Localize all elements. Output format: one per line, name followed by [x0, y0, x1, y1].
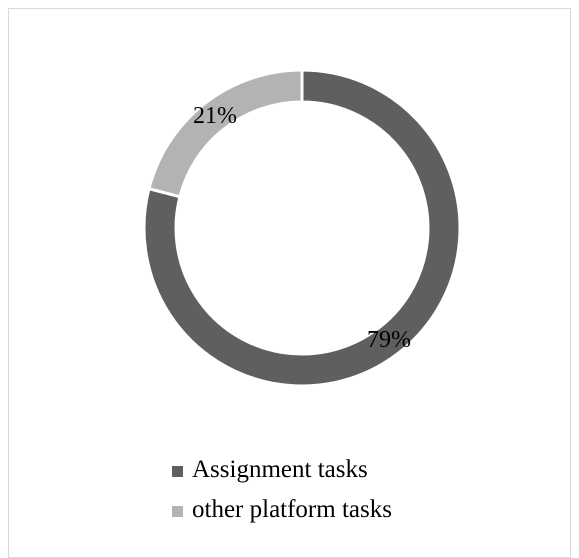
- legend-swatch-assignment-tasks: [172, 465, 183, 477]
- donut-slice-assignment-tasks: [142, 68, 462, 388]
- donut-data-labels: 79% 21%: [193, 103, 411, 353]
- donut-slice-other-platform-tasks: [147, 68, 304, 199]
- donut-slices: [142, 68, 462, 388]
- legend-label-other-platform-tasks: other platform tasks: [192, 496, 392, 523]
- legend-item-assignment-tasks: Assignment tasks: [172, 450, 392, 490]
- data-label-other-platform-tasks: 21%: [193, 103, 237, 129]
- data-label-assignment-tasks: 79%: [367, 327, 411, 353]
- legend-item-other-platform-tasks: other platform tasks: [172, 490, 392, 530]
- legend-swatch-other-platform-tasks: [172, 505, 183, 517]
- legend-label-assignment-tasks: Assignment tasks: [192, 456, 368, 483]
- chart-legend: Assignment tasks other platform tasks: [172, 450, 392, 530]
